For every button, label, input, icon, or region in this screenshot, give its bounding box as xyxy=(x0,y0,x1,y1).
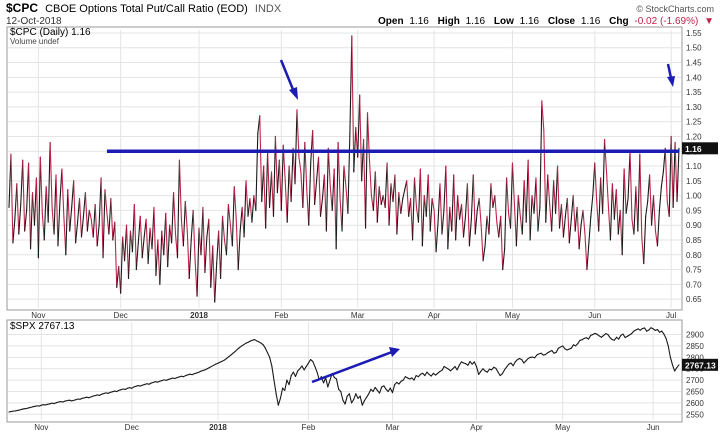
x-tick-label: Jul xyxy=(666,311,676,320)
x-tick-label: Mar xyxy=(351,311,365,320)
y-tick-label: 0.95 xyxy=(686,206,702,215)
y-tick-label: 2600 xyxy=(686,399,704,408)
y-tick-label: 2900 xyxy=(686,331,704,340)
chg-value: -0.02 (-1.69%) xyxy=(634,16,698,27)
bottom-panel-x-axis: NovDec2018FebMarAprMayJunJulAugSepOct xyxy=(34,423,720,432)
x-tick-label: Nov xyxy=(34,423,48,432)
low-value: 1.16 xyxy=(520,16,540,27)
x-tick-label: 2018 xyxy=(190,311,208,320)
top-panel-y-axis: 0.65 0.70 0.75 0.80 0.85 0.90 0.95 1.00 1.05 1.10… xyxy=(686,29,702,304)
x-tick-label: Jun xyxy=(588,311,601,320)
close-label: Close xyxy=(548,16,576,27)
x-tick-label: Nov xyxy=(31,311,45,320)
low-label: Low xyxy=(494,16,514,27)
symbol-label: $CPC xyxy=(6,1,38,15)
bottom-panel-legend: $SPX 2767.13 xyxy=(10,321,75,332)
quote-line: Open 1.16 High 1.16 Low 1.16 Close 1.16 … xyxy=(378,16,714,27)
bottom-panel-y-axis: 25502600265027002750280028502900 xyxy=(686,331,704,420)
y-tick-label: 0.85 xyxy=(686,236,702,245)
y-tick-label: 0.75 xyxy=(686,266,702,275)
x-tick-label: May xyxy=(555,423,570,432)
y-tick-label: 1.45 xyxy=(686,59,702,68)
top-panel-legend-sub: Volume undef xyxy=(10,37,60,46)
x-tick-label: Jun xyxy=(647,423,660,432)
y-tick-label: 0.65 xyxy=(686,295,702,304)
brand-watermark: © StockCharts.com xyxy=(636,4,714,14)
y-tick-label: 1.55 xyxy=(686,29,702,38)
current-value-tag-text: 1.16 xyxy=(685,144,702,154)
date-label: 12-Oct-2018 xyxy=(6,16,62,27)
y-tick-label: 1.35 xyxy=(686,88,702,97)
open-value: 1.16 xyxy=(409,16,429,27)
y-tick-label: 2650 xyxy=(686,388,704,397)
symbol-description: CBOE Options Total Put/Call Ratio (EOD) xyxy=(45,3,248,15)
y-tick-label: 1.30 xyxy=(686,103,702,112)
top-panel-x-axis: NovDec2018FebMarAprMayJunJulAugSepOct xyxy=(31,311,720,320)
y-tick-label: 1.20 xyxy=(686,132,702,141)
high-value: 1.16 xyxy=(466,16,486,27)
y-tick-label: 1.40 xyxy=(686,73,702,82)
y-tick-label: 0.70 xyxy=(686,280,702,289)
y-tick-label: 1.50 xyxy=(686,44,702,53)
current-value-tag-text: 2767.13 xyxy=(685,360,716,370)
y-tick-label: 1.25 xyxy=(686,118,702,127)
x-tick-label: Apr xyxy=(470,423,483,432)
cpc-current-value-tag: 1.16 xyxy=(682,142,718,154)
y-tick-label: 2850 xyxy=(686,342,704,351)
chg-label: Chg xyxy=(609,16,628,27)
open-label: Open xyxy=(378,16,404,27)
y-tick-label: 0.90 xyxy=(686,221,702,230)
x-tick-label: Feb xyxy=(302,423,316,432)
x-tick-label: Feb xyxy=(274,311,288,320)
x-tick-label: 2018 xyxy=(209,423,227,432)
svg-text:$CPC CBOE Options Total: $CPC CBOE Options Total Put/Call Ratio (… xyxy=(6,1,282,15)
y-tick-label: 2550 xyxy=(686,410,704,419)
spx-current-value-tag: 2767.13 xyxy=(682,359,718,371)
high-label: High xyxy=(438,16,460,27)
y-tick-label: 0.80 xyxy=(686,251,702,260)
y-tick-label: 1.05 xyxy=(686,177,702,186)
exchange-label: INDX xyxy=(255,3,282,15)
x-tick-label: Dec xyxy=(125,423,139,432)
x-tick-label: May xyxy=(505,311,520,320)
y-tick-label: 1.10 xyxy=(686,162,702,171)
y-tick-label: 1.00 xyxy=(686,192,702,201)
close-value: 1.16 xyxy=(581,16,601,27)
y-tick-label: 2700 xyxy=(686,376,704,385)
x-tick-label: Mar xyxy=(386,423,400,432)
x-tick-label: Dec xyxy=(114,311,128,320)
chg-down-arrow-icon: ▼ xyxy=(704,16,714,27)
x-tick-label: Apr xyxy=(428,311,441,320)
